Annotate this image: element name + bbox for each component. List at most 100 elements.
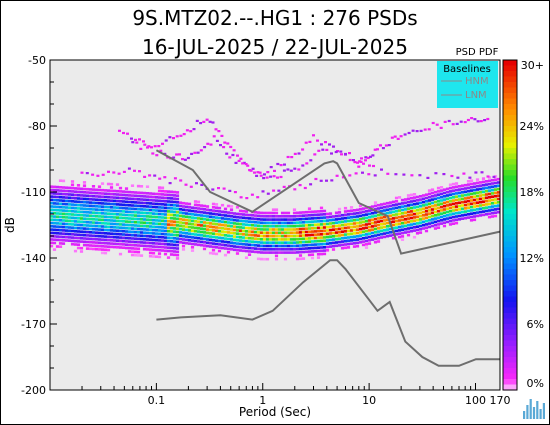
outlier-cell <box>301 164 305 167</box>
density-cell <box>55 185 60 189</box>
density-cell <box>127 190 132 194</box>
density-cell <box>382 235 387 239</box>
density-cell <box>256 227 261 231</box>
density-cell <box>160 232 165 236</box>
density-cell <box>298 254 303 257</box>
density-cell <box>307 250 312 253</box>
density-cell <box>154 199 159 202</box>
density-cell <box>238 249 243 252</box>
outlier-cell <box>423 128 427 131</box>
density-cell <box>52 215 57 218</box>
density-cell <box>355 221 360 225</box>
density-cell <box>337 230 342 234</box>
density-cell <box>55 225 60 228</box>
density-cell <box>361 237 366 240</box>
density-cell <box>76 187 81 190</box>
density-cell <box>55 195 60 199</box>
density-cell <box>331 244 336 248</box>
density-cell <box>121 239 126 243</box>
density-cell <box>328 235 333 238</box>
density-cell <box>259 238 264 241</box>
density-cell <box>286 224 291 228</box>
density-cell <box>259 224 264 228</box>
density-cell <box>451 205 456 209</box>
outlier-cell <box>367 173 371 176</box>
density-cell <box>430 188 435 191</box>
density-cell <box>484 183 489 186</box>
density-cell <box>109 202 114 206</box>
density-cell <box>439 212 444 215</box>
density-cell <box>295 211 300 215</box>
density-cell <box>238 222 243 226</box>
density-cell <box>85 211 90 214</box>
density-cell <box>157 209 162 212</box>
density-cell <box>109 239 114 242</box>
density-cell <box>400 235 405 238</box>
density-cell <box>67 199 72 203</box>
density-cell <box>298 241 303 244</box>
density-cell <box>58 215 63 219</box>
density-cell <box>163 200 168 203</box>
density-cell <box>220 233 225 237</box>
density-cell <box>334 218 339 221</box>
density-cell <box>151 232 156 235</box>
density-cell <box>118 209 123 213</box>
density-cell <box>88 214 93 218</box>
density-cell <box>358 241 363 244</box>
density-cell <box>361 240 366 243</box>
outlier-cell <box>237 159 241 162</box>
y-axis-label: dB <box>3 217 17 233</box>
density-cell <box>166 233 171 236</box>
density-cell <box>364 216 369 220</box>
density-cell <box>256 247 261 251</box>
density-cell <box>121 216 126 220</box>
density-cell <box>223 217 228 221</box>
density-cell <box>286 248 291 251</box>
density-cell <box>121 226 126 230</box>
logo-icon <box>521 397 547 421</box>
density-cell <box>121 246 126 249</box>
density-cell <box>139 204 144 208</box>
density-cell <box>181 248 186 251</box>
density-cell <box>205 221 210 225</box>
density-cell <box>103 218 108 222</box>
density-cell <box>307 214 312 217</box>
density-cell <box>304 247 309 250</box>
density-cell <box>58 202 63 206</box>
outlier-cell <box>272 175 276 178</box>
density-cell <box>211 202 216 206</box>
density-cell <box>349 212 354 216</box>
density-cell <box>136 214 141 218</box>
plot-border <box>49 59 501 391</box>
density-cell <box>337 221 342 224</box>
density-cell <box>169 207 174 210</box>
outlier-cell <box>234 161 238 164</box>
density-cell <box>367 219 372 222</box>
outlier-cell <box>181 158 184 161</box>
density-cell <box>220 243 225 247</box>
density-cell <box>421 227 426 230</box>
density-cell <box>148 248 153 251</box>
density-cell <box>412 226 417 229</box>
density-cell <box>328 242 333 245</box>
x-tick-label: 10 <box>362 394 376 407</box>
density-cell <box>112 219 117 222</box>
density-cell <box>481 193 486 197</box>
density-cell <box>415 228 420 232</box>
density-cell <box>475 191 480 195</box>
density-cell <box>154 212 159 216</box>
outlier-cell <box>266 171 270 174</box>
density-cell <box>70 203 75 206</box>
outlier-cell <box>330 152 333 155</box>
density-cell <box>244 213 249 217</box>
density-cell <box>454 188 459 192</box>
density-cell <box>376 220 381 223</box>
density-cell <box>490 202 495 205</box>
density-cell <box>265 241 270 244</box>
density-cell <box>172 200 177 204</box>
density-cell <box>454 182 459 185</box>
density-cell <box>262 215 267 218</box>
outlier-cell <box>308 140 312 143</box>
density-cell <box>154 196 159 199</box>
density-cell <box>400 218 405 222</box>
